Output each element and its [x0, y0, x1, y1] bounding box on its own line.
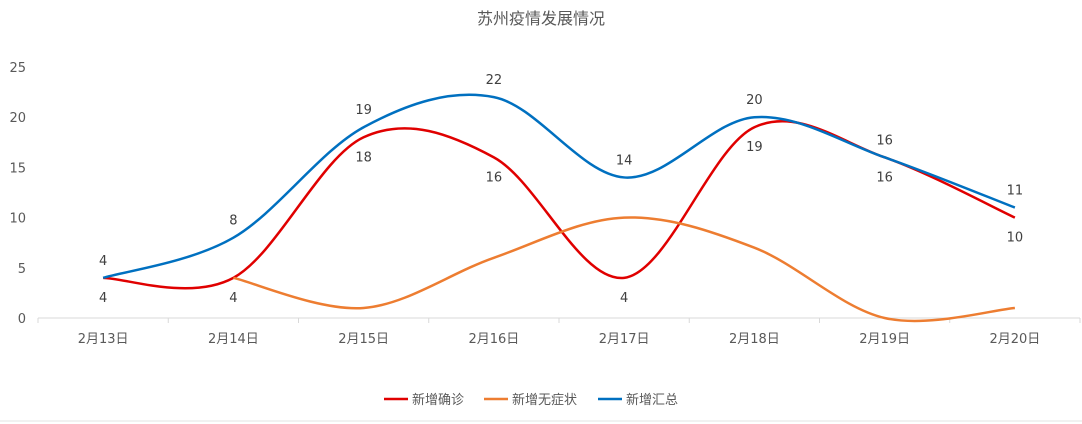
x-tick-label: 2月19日 — [859, 332, 910, 347]
data-label: 19 — [746, 140, 763, 155]
y-tick-label: 15 — [9, 161, 26, 176]
data-label: 11 — [1007, 184, 1024, 199]
x-tick-label: 2月18日 — [729, 332, 780, 347]
chart-title: 苏州疫情发展情况 — [477, 9, 605, 28]
x-tick-label: 2月20日 — [989, 332, 1040, 347]
x-tick-label: 2月17日 — [599, 332, 650, 347]
data-label: 19 — [355, 103, 372, 118]
y-tick-label: 0 — [18, 312, 26, 327]
legend-label: 新增确诊 — [412, 392, 464, 408]
x-tick-label: 2月15日 — [338, 332, 389, 347]
x-tick-label: 2月13日 — [78, 332, 129, 347]
series-line-新增无症状 — [233, 216, 1015, 323]
data-label: 4 — [99, 254, 107, 269]
data-label: 10 — [1007, 231, 1024, 246]
series-line-新增汇总 — [102, 93, 1016, 280]
legend-label: 新增无症状 — [512, 392, 577, 408]
data-label: 4 — [229, 291, 237, 306]
data-label: 16 — [876, 170, 893, 185]
y-tick-label: 5 — [18, 262, 26, 277]
x-tick-label: 2月16日 — [468, 332, 519, 347]
data-label: 4 — [620, 291, 628, 306]
data-label: 22 — [486, 73, 503, 88]
data-label: 4 — [99, 291, 107, 306]
data-label: 16 — [486, 170, 503, 185]
y-tick-label: 10 — [9, 212, 26, 227]
legend-label: 新增汇总 — [626, 392, 678, 408]
data-label: 16 — [876, 133, 893, 148]
y-tick-label: 25 — [9, 61, 26, 76]
y-tick-label: 20 — [9, 111, 26, 126]
data-label: 20 — [746, 93, 763, 108]
data-label: 8 — [229, 214, 237, 229]
data-label: 18 — [355, 150, 372, 165]
x-tick-label: 2月14日 — [208, 332, 259, 347]
data-label: 14 — [616, 153, 633, 168]
